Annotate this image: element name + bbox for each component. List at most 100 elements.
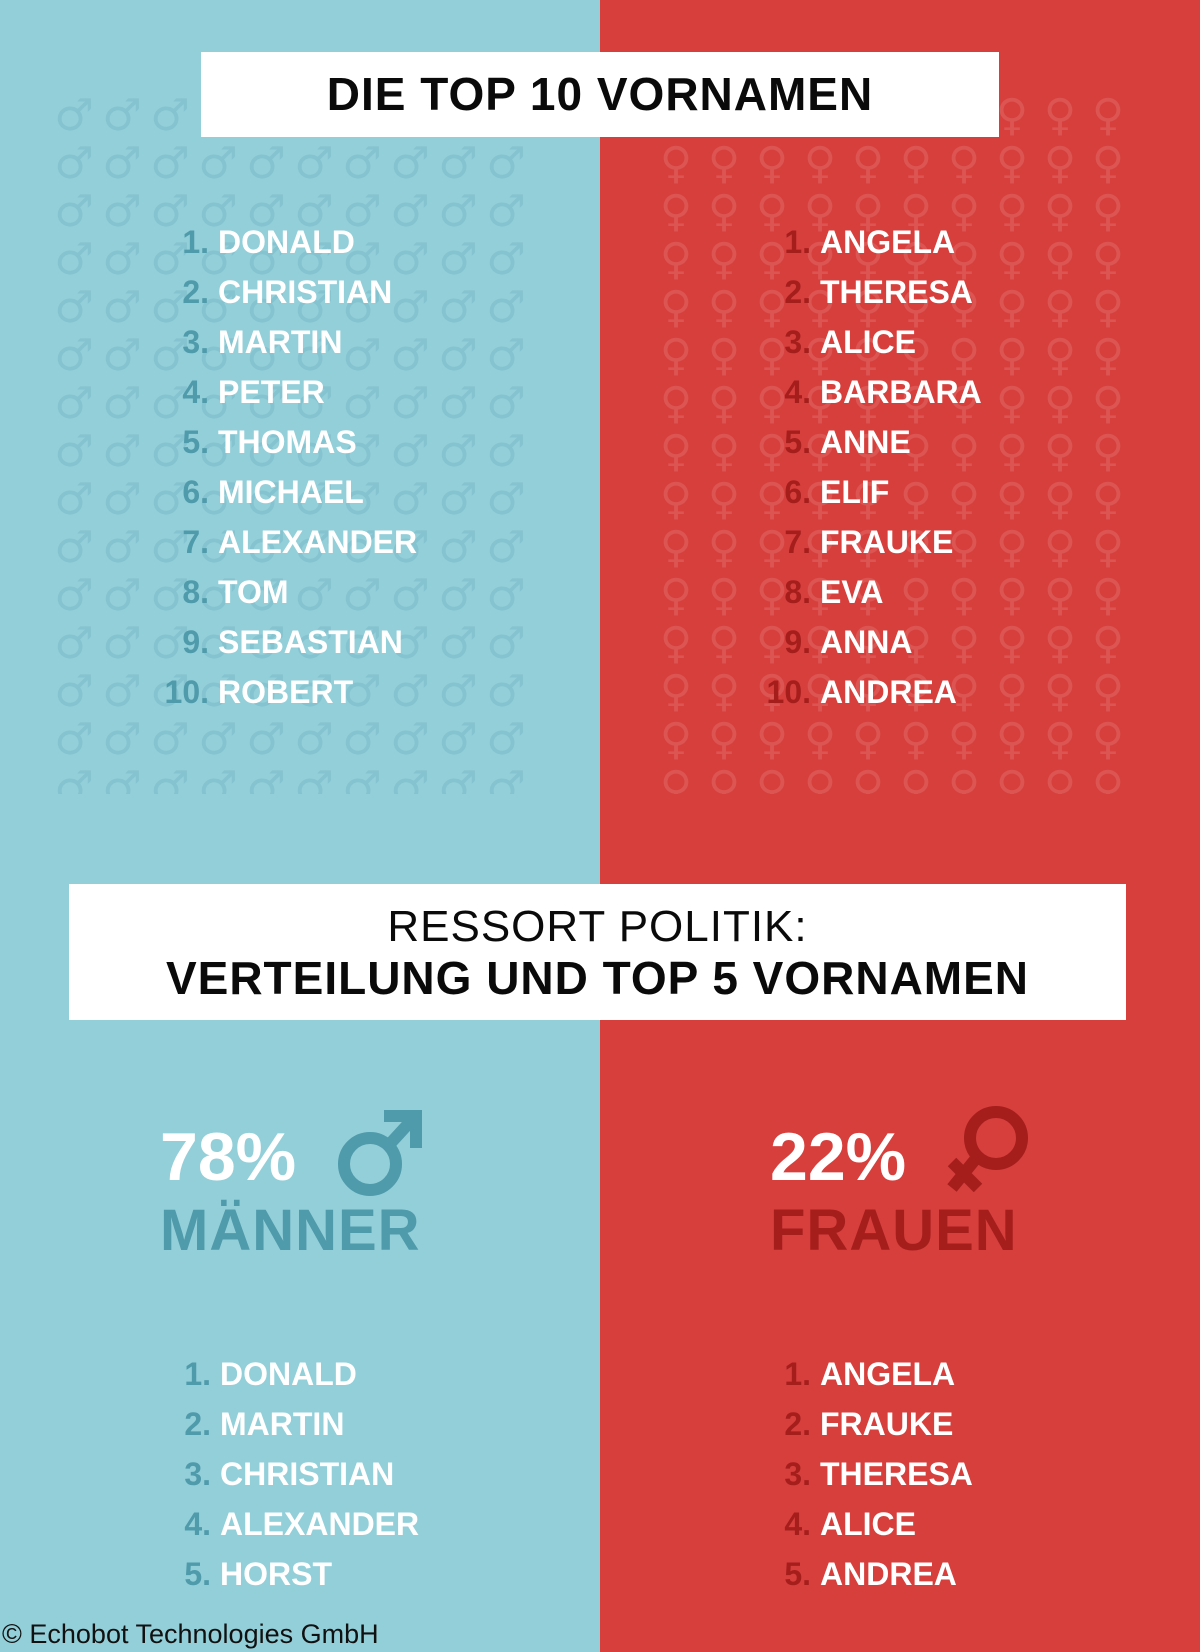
pattern-symbol-icon: ♂ — [102, 714, 141, 765]
politik-female-list: 1. ANGELA 2. FRAUKE 3. THERESA 4. ALICE 5. AN… — [784, 1349, 973, 1599]
pattern-symbol-icon: ♂ — [390, 330, 429, 381]
list-item: 1. DONALD — [182, 224, 355, 260]
name: THERESA — [820, 1456, 973, 1492]
pattern-symbol-icon: ♂ — [102, 474, 141, 525]
pattern-symbol-icon: ♀ — [851, 426, 884, 477]
pattern-symbol-icon: ♂ — [438, 618, 477, 669]
pattern-symbol-icon: ♀ — [899, 426, 932, 477]
pattern-symbol-icon: ♂ — [342, 666, 381, 717]
pattern-symbol-icon: ♀ — [899, 474, 932, 525]
pattern-symbol-icon: ♂ — [150, 234, 189, 285]
name: MICHAEL — [218, 474, 364, 510]
pattern-symbol-icon: ♂ — [150, 714, 189, 765]
pattern-symbol-icon: ♂ — [54, 378, 93, 429]
top10-male-list: 1. DONALD 2. CHRISTIAN 3. MARTIN 4. PETER 5.… — [165, 217, 418, 717]
pattern-symbol-icon: ♂ — [246, 618, 285, 669]
pattern-symbol-icon: ♀ — [1091, 714, 1124, 765]
pattern-symbol-icon: ♂ — [486, 474, 525, 525]
name: DONALD — [218, 224, 355, 260]
pattern-symbol-icon: ♀ — [851, 282, 884, 333]
pattern-symbol-icon: ♂ — [150, 762, 189, 795]
pattern-symbol-icon: ♀ — [659, 570, 692, 621]
pattern-symbol-icon: ♀ — [707, 282, 740, 333]
pattern-symbol-icon: ♀ — [995, 666, 1028, 717]
pattern-symbol-icon: ♂ — [198, 570, 237, 621]
pattern-symbol-icon: ♂ — [486, 570, 525, 621]
pattern-symbol-icon: ♂ — [486, 522, 525, 573]
pattern-symbol-icon: ♂ — [150, 330, 189, 381]
pattern-symbol-icon: ♀ — [1043, 330, 1076, 381]
pattern-symbol-icon: ♂ — [150, 666, 189, 717]
pattern-symbol-icon: ♂ — [246, 282, 285, 333]
pattern-symbol-icon: ♀ — [899, 234, 932, 285]
pattern-symbol-icon: ♀ — [995, 618, 1028, 669]
pattern-symbol-icon: ♂ — [342, 186, 381, 237]
pattern-symbol-icon: ♀ — [851, 570, 884, 621]
pattern-symbol-icon: ♀ — [659, 426, 692, 477]
pattern-symbol-icon: ♀ — [1091, 666, 1124, 717]
list-item: 6. MICHAEL — [182, 474, 364, 510]
pattern-symbol-icon: ♀ — [707, 234, 740, 285]
pattern-symbol-icon: ♂ — [438, 522, 477, 573]
pattern-symbol-icon: ♀ — [947, 138, 980, 189]
pattern-symbol-icon: ♀ — [803, 762, 836, 795]
pattern-symbol-icon: ♀ — [1043, 618, 1076, 669]
pattern-symbol-icon: ♂ — [342, 282, 381, 333]
pattern-symbol-icon: ♀ — [899, 666, 932, 717]
pattern-symbol-icon: ♂ — [342, 762, 381, 795]
top10-title: DIE TOP 10 VORNAMEN — [201, 52, 999, 137]
pattern-symbol-icon: ♀ — [1043, 426, 1076, 477]
pattern-symbol-icon: ♀ — [707, 714, 740, 765]
pattern-symbol-icon: ♂ — [150, 426, 189, 477]
pattern-symbol-icon: ♀ — [851, 666, 884, 717]
name: ROBERT — [218, 674, 354, 710]
name: ANNA — [820, 624, 913, 660]
pattern-symbol-icon: ♀ — [947, 378, 980, 429]
pattern-symbol-icon: ♂ — [486, 618, 525, 669]
pattern-symbol-icon: ♂ — [102, 618, 141, 669]
pattern-symbol-icon: ♀ — [755, 186, 788, 237]
name: FRAUKE — [820, 1406, 954, 1442]
pattern-symbol-icon: ♀ — [1043, 666, 1076, 717]
list-item: 4. BARBARA — [784, 374, 982, 410]
pattern-symbol-icon: ♂ — [342, 378, 381, 429]
pattern-symbol-icon: ♀ — [755, 330, 788, 381]
pattern-symbol-icon: ♀ — [851, 618, 884, 669]
pattern-symbol-icon: ♀ — [803, 474, 836, 525]
pattern-symbol-icon: ♂ — [294, 426, 333, 477]
pattern-symbol-icon: ♀ — [899, 570, 932, 621]
copyright-notice: © Echobot Technologies GmbH — [2, 1619, 379, 1649]
pattern-symbol-icon: ♀ — [1043, 282, 1076, 333]
pattern-symbol-icon: ♀ — [899, 186, 932, 237]
pattern-symbol-icon: ♀ — [707, 474, 740, 525]
pattern-symbol-icon: ♂ — [342, 522, 381, 573]
pattern-symbol-icon: ♀ — [1043, 92, 1076, 141]
pattern-symbol-icon: ♂ — [486, 330, 525, 381]
name: PETER — [218, 374, 325, 410]
pattern-symbol-icon: ♀ — [659, 234, 692, 285]
male-percent: 78% — [160, 1119, 297, 1195]
pattern-symbol-icon: ♀ — [995, 762, 1028, 795]
pattern-symbol-icon: ♀ — [803, 282, 836, 333]
pattern-symbol-icon: ♂ — [438, 570, 477, 621]
pattern-symbol-icon: ♂ — [390, 618, 429, 669]
list-item: 3. MARTIN — [182, 324, 343, 360]
list-item: 2. FRAUKE — [784, 1406, 954, 1442]
pattern-symbol-icon: ♀ — [1091, 186, 1124, 237]
pattern-symbol-icon: ♀ — [755, 618, 788, 669]
pattern-symbol-icon: ♀ — [755, 570, 788, 621]
pattern-symbol-icon: ♂ — [54, 474, 93, 525]
list-item: 1. DONALD — [184, 1356, 357, 1392]
pattern-symbol-icon: ♀ — [659, 378, 692, 429]
pattern-symbol-icon: ♂ — [342, 138, 381, 189]
list-item: 2. MARTIN — [184, 1406, 345, 1442]
name: BARBARA — [820, 374, 982, 410]
pattern-symbol-icon: ♂ — [54, 714, 93, 765]
pattern-symbol-icon: ♀ — [947, 522, 980, 573]
pattern-symbol-icon: ♀ — [803, 426, 836, 477]
list-item: 9. ANNA — [784, 624, 913, 660]
pattern-symbol-icon: ♀ — [851, 234, 884, 285]
pattern-symbol-icon: ♂ — [54, 186, 93, 237]
pattern-symbol-icon: ♂ — [438, 234, 477, 285]
pattern-symbol-icon: ♀ — [1091, 234, 1124, 285]
